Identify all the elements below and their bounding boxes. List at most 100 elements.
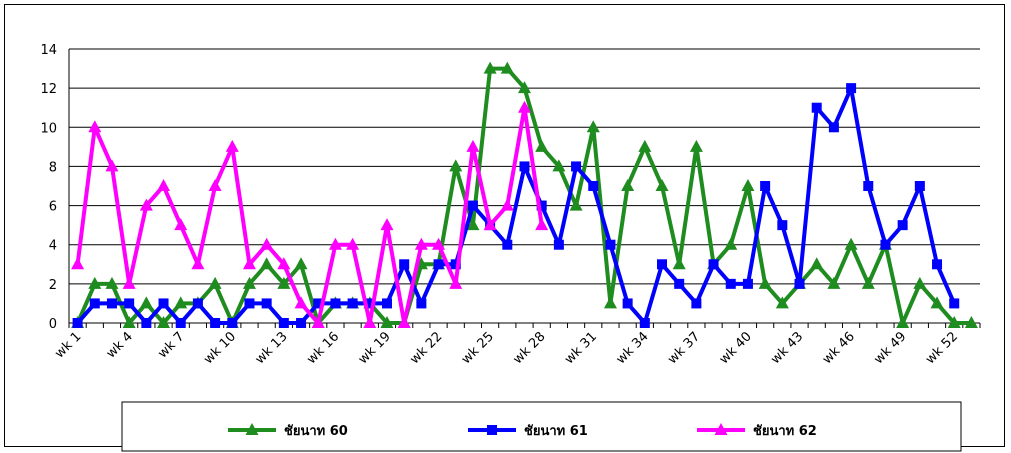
data-point: [949, 298, 960, 309]
data-point: [760, 181, 771, 191]
data-point: [449, 276, 463, 289]
data-point: [347, 298, 358, 309]
data-point: [450, 259, 461, 270]
data-point: [416, 298, 427, 309]
data-point: [277, 257, 291, 270]
data-point: [518, 100, 531, 113]
data-point: [689, 139, 703, 152]
data-point: [775, 296, 789, 309]
data-point: [725, 278, 736, 289]
legend-label: ชัยนาท 61: [524, 424, 588, 439]
x-tick-label: wk 10: [201, 329, 239, 367]
data-point: [622, 298, 633, 309]
legend-swatch-marker: [487, 425, 497, 435]
data-point: [913, 276, 927, 289]
data-point: [158, 298, 169, 309]
y-tick-label: 14: [40, 43, 57, 58]
y-tick-label: 4: [49, 239, 57, 254]
x-tick-label: wk 34: [614, 329, 652, 367]
series-line-3: [75, 105, 544, 325]
data-point: [122, 276, 136, 289]
x-tick-label: wk 13: [253, 329, 291, 367]
data-point: [433, 259, 444, 270]
data-point: [381, 298, 392, 309]
data-point: [502, 239, 513, 250]
data-point: [674, 278, 685, 289]
data-point: [466, 139, 480, 152]
data-point: [208, 276, 222, 289]
data-point: [483, 218, 497, 231]
data-point: [330, 298, 341, 309]
data-point: [655, 179, 669, 191]
data-point: [432, 237, 446, 250]
data-point: [88, 120, 102, 133]
data-point: [71, 257, 85, 270]
legend-swatch-marker: [714, 423, 728, 435]
data-point: [897, 220, 908, 231]
data-point: [914, 181, 925, 191]
y-tick-label: 2: [49, 278, 57, 293]
x-tick-label: wk 19: [356, 329, 394, 367]
data-point: [588, 181, 599, 191]
data-point: [758, 276, 772, 289]
data-point: [861, 276, 875, 289]
data-point: [328, 237, 342, 250]
legend-label: ชัยนาท 62: [753, 424, 817, 439]
data-point: [691, 298, 702, 309]
data-point: [708, 259, 719, 270]
data-point: [122, 316, 136, 328]
data-point: [724, 237, 738, 250]
data-point: [294, 257, 308, 270]
data-point: [191, 257, 205, 270]
data-point: [657, 259, 668, 270]
x-tick-label: wk 1: [52, 329, 84, 361]
x-tick-label: wk 40: [717, 329, 755, 367]
data-point: [174, 218, 188, 231]
data-point: [157, 316, 171, 328]
data-point: [210, 318, 221, 328]
data-point: [399, 259, 410, 270]
legend-box: [121, 401, 962, 452]
series-line-2: [76, 86, 957, 325]
data-point: [964, 316, 978, 328]
data-point: [346, 237, 360, 250]
data-point: [363, 316, 377, 328]
data-point: [794, 278, 805, 289]
data-point: [844, 237, 858, 250]
data-point: [141, 318, 152, 328]
data-point: [777, 220, 788, 231]
data-point: [603, 296, 617, 309]
data-point: [277, 276, 291, 289]
data-point: [932, 259, 943, 270]
data-point: [466, 218, 480, 231]
data-point: [175, 318, 186, 328]
data-point: [192, 298, 203, 309]
data-point: [242, 257, 256, 270]
data-point: [846, 83, 857, 94]
data-point: [552, 159, 566, 172]
data-point: [88, 276, 102, 289]
data-point: [311, 316, 325, 328]
data-point: [896, 316, 910, 328]
data-point: [397, 316, 411, 328]
data-point: [124, 298, 135, 309]
legend-swatch-marker: [245, 423, 259, 435]
x-tick-label: wk 43: [768, 329, 806, 367]
data-point: [500, 61, 514, 74]
x-tick-label: wk 22: [407, 329, 445, 367]
data-point: [571, 161, 582, 172]
data-point: [810, 257, 824, 270]
y-tick-label: 6: [49, 200, 57, 215]
data-point: [880, 239, 891, 250]
x-tick-label: wk 28: [510, 329, 548, 367]
data-point: [741, 179, 755, 191]
data-point: [483, 61, 497, 74]
data-point: [947, 316, 961, 328]
data-point: [208, 179, 222, 191]
data-point: [157, 179, 171, 191]
y-tick-label: 10: [40, 121, 57, 136]
data-point: [518, 81, 531, 94]
data-point: [519, 161, 530, 172]
data-point: [106, 298, 117, 309]
